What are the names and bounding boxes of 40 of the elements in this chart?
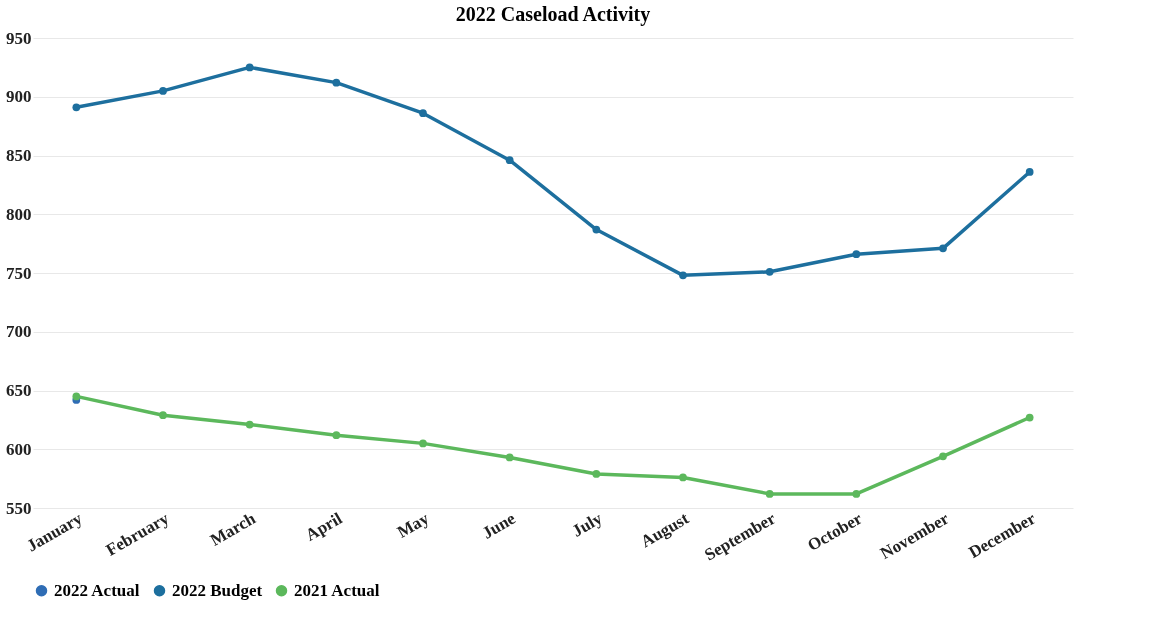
point	[592, 470, 601, 478]
point	[679, 271, 687, 280]
point	[1025, 413, 1034, 422]
point	[939, 452, 947, 461]
point	[765, 490, 774, 498]
y-tick-label: 700	[6, 322, 32, 342]
point	[505, 156, 514, 165]
legend-label: 2022 Actual	[54, 580, 140, 600]
point	[1025, 168, 1034, 176]
point	[419, 439, 427, 448]
point	[72, 103, 81, 112]
y-tick-label: 600	[6, 439, 32, 459]
x-tick-label: July	[568, 508, 606, 541]
chart-title: 2022 Caseload Activity	[455, 3, 651, 26]
point	[852, 250, 861, 259]
y-tick-label: 750	[6, 263, 32, 283]
point	[765, 267, 774, 276]
y-tick-label: 800	[6, 204, 32, 224]
legend-label: 2022 Budget	[172, 580, 263, 600]
point	[679, 473, 687, 482]
point	[332, 431, 341, 440]
y-tick-label: 650	[6, 381, 32, 400]
point	[505, 453, 514, 462]
point	[159, 87, 167, 95]
point	[72, 392, 81, 401]
y-tick-label: 900	[6, 87, 32, 107]
point	[592, 225, 601, 234]
point	[159, 411, 167, 420]
point	[332, 78, 341, 87]
point	[939, 244, 947, 253]
legend-label: 2021 Actual	[294, 580, 380, 600]
point	[419, 109, 427, 118]
y-tick-label: 950	[6, 28, 32, 48]
y-tick-label: 550	[6, 498, 32, 518]
x-tick-label: May	[393, 508, 433, 542]
point	[245, 420, 254, 429]
point	[245, 63, 254, 72]
y-tick-label: 850	[6, 146, 32, 165]
x-tick-label: June	[478, 508, 520, 543]
point	[852, 490, 861, 498]
